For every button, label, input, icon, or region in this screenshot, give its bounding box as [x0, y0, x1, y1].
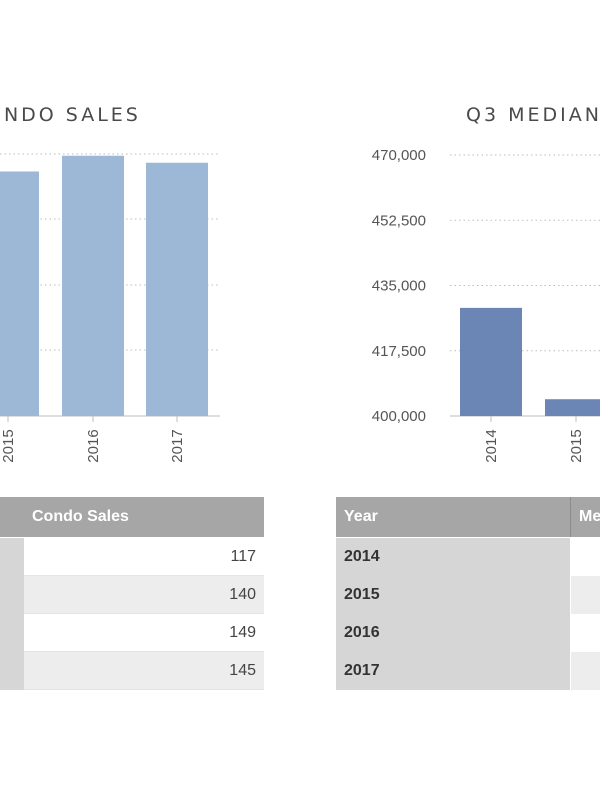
left-bar-2016: [62, 155, 124, 416]
right-y-tick-label: 470,000: [372, 147, 426, 164]
right-y-tick-label: 452,500: [372, 212, 426, 229]
left-table-header-condo-sales: Condo Sales: [24, 497, 264, 537]
left-bar-2015: [0, 171, 39, 416]
right-bar-2015: [545, 399, 600, 416]
right-y-tick-label: 417,500: [372, 343, 426, 360]
right-y-tick-label: 435,000: [372, 278, 426, 295]
left-table-year-cell: [0, 576, 24, 614]
right-table-header-divider: [570, 497, 571, 537]
right-chart-title: Q3 MEDIAN: [466, 104, 600, 126]
right-y-tick-label: 400,000: [372, 408, 426, 425]
left-table-value-cell: 145: [24, 652, 264, 690]
left-table-value-cell: 140: [24, 576, 264, 614]
right-table-year-cell: 2014: [336, 538, 570, 576]
right-table-value-cell: [571, 614, 600, 652]
right-x-tick-label-2015: 2015: [568, 429, 585, 462]
left-table-value-cell: 149: [24, 614, 264, 652]
left-table-value-cell: 117: [24, 538, 264, 576]
left-x-tick-label-2017: 2017: [169, 429, 186, 462]
left-table-year-cell: [0, 652, 24, 690]
left-x-tick-label-2015: 2015: [0, 429, 17, 462]
right-bar-2014: [460, 307, 522, 416]
right-table-value-cell: [571, 576, 600, 614]
left-x-tick-label-2016: 2016: [85, 429, 102, 462]
right-table-value-cell: [571, 538, 600, 576]
right-table-header-year: Year: [336, 497, 570, 537]
left-table-header-year-cell: [0, 497, 24, 537]
left-bar-2017: [146, 162, 208, 416]
right-table-value-cell: [571, 652, 600, 690]
right-x-tick-label-2014: 2014: [483, 429, 500, 462]
left-table-year-cell: [0, 538, 24, 576]
right-table-header-median: Me: [571, 497, 600, 537]
left-chart-title: ONDO SALES: [0, 104, 141, 126]
right-table-year-cell: 2016: [336, 614, 570, 652]
left-table-year-cell: [0, 614, 24, 652]
right-table-year-cell: 2015: [336, 576, 570, 614]
charts-canvas: 2015 2016 2017 400,000 417,500 435,000 452,500…: [0, 147, 600, 463]
right-table-year-cell: 2017: [336, 652, 570, 690]
